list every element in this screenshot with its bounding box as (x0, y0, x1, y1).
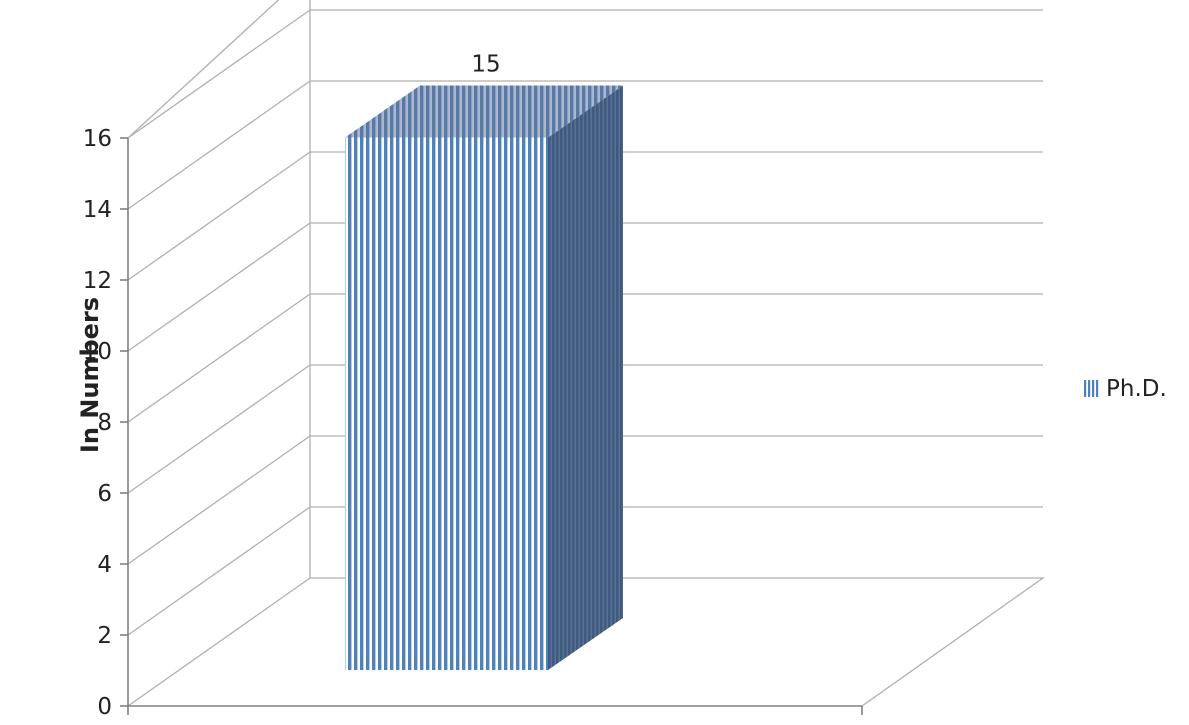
bar-side-face (548, 85, 623, 670)
data-labels: 15 (471, 52, 500, 78)
gridline-0 (127, 577, 1046, 707)
gridline-4 (127, 435, 1043, 565)
y-tick-label-6: 6 (97, 481, 112, 507)
gridline-8 (127, 293, 1043, 423)
gridline-2 (127, 506, 1043, 636)
data-label-phd: 15 (471, 52, 500, 78)
bar-front-face (345, 137, 548, 670)
y-tick-label-4: 4 (97, 552, 112, 578)
y-tick-label-8: 8 (97, 410, 112, 436)
gridlines (127, 9, 1046, 707)
y-axis-label: In Numbers (76, 297, 104, 453)
y-tick-label-12: 12 (83, 268, 112, 294)
bar-top-face (345, 85, 623, 138)
bar-phd (345, 85, 623, 670)
legend-swatch (1083, 380, 1099, 397)
gridline-16 (127, 9, 1043, 139)
legend: Ph.D. (1083, 376, 1167, 402)
y-tick-label-14: 14 (83, 197, 112, 223)
left-wall-top-edge (127, 0, 280, 139)
y-tick-label-10: 10 (83, 339, 112, 365)
gridline-10 (127, 222, 1043, 352)
y-tick-label-2: 2 (97, 623, 112, 649)
chart-walls (127, 0, 311, 578)
gridline-12 (127, 151, 1043, 281)
legend-label-phd: Ph.D. (1106, 376, 1167, 402)
y-tick-label-0: 0 (97, 694, 112, 720)
y-tick-labels: 0 2 4 6 8 10 12 14 16 (83, 126, 128, 720)
y-tick-label-16: 16 (83, 126, 112, 152)
gridline-6 (127, 364, 1043, 494)
gridline-14 (127, 80, 1043, 210)
bars (345, 85, 623, 670)
